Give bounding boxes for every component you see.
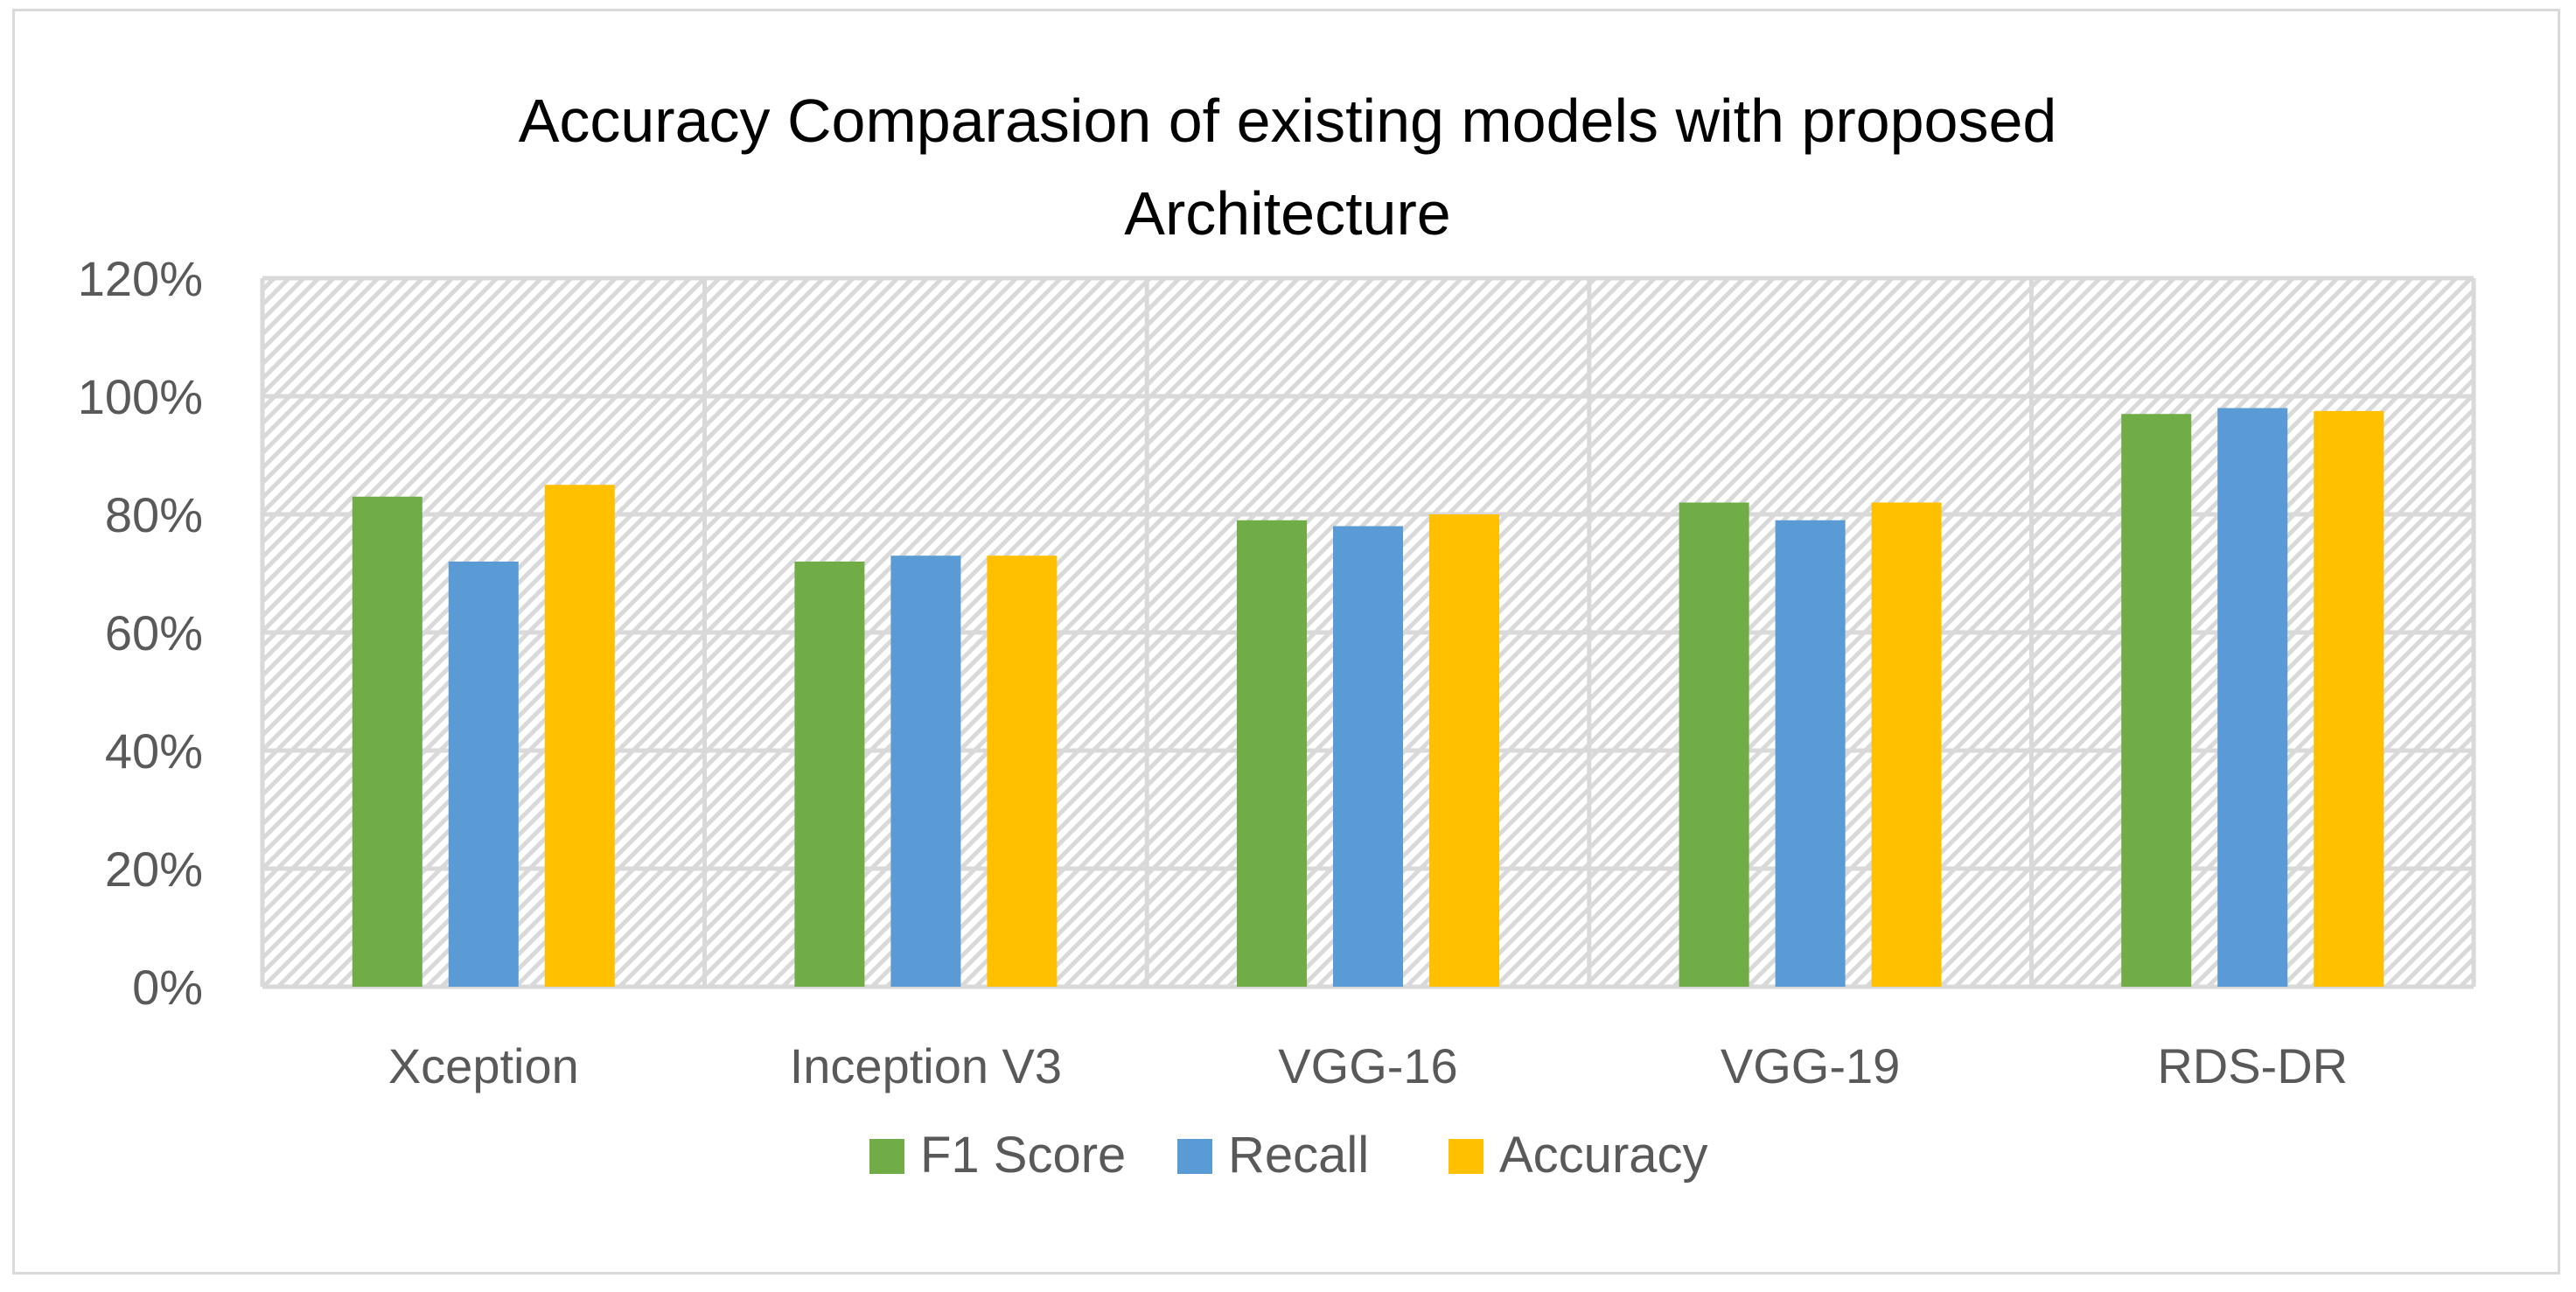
bar-f1-score-vgg-16 — [1237, 520, 1307, 987]
bar-f1-score-rds-dr — [2121, 414, 2192, 987]
y-axis-tick-labels: 0% 20% 40% 60% 80% 100% 120% — [78, 251, 203, 1015]
legend-swatch — [1449, 1139, 1483, 1174]
bar-accuracy-vgg-16 — [1429, 514, 1499, 987]
bars — [352, 408, 2384, 987]
x-tick-label: Inception V3 — [790, 1038, 1062, 1093]
chart-title-line-1: Accuracy Comparasion of existing models … — [519, 87, 2057, 155]
bar-recall-vgg-16 — [1333, 526, 1403, 987]
y-tick-label: 100% — [78, 369, 203, 424]
y-tick-label: 0% — [132, 960, 203, 1015]
bar-recall-inception-v3 — [890, 555, 961, 987]
y-tick-label: 120% — [78, 251, 203, 306]
bar-accuracy-inception-v3 — [987, 555, 1058, 987]
legend-label: Accuracy — [1499, 1127, 1708, 1184]
chart-title-line-2: Architecture — [1124, 179, 1450, 248]
x-tick-label: RDS-DR — [2157, 1038, 2348, 1093]
x-tick-label: Xception — [388, 1038, 579, 1093]
bar-f1-score-inception-v3 — [794, 562, 865, 987]
bar-recall-rds-dr — [2217, 408, 2288, 987]
x-axis-tick-labels: Xception Inception V3 VGG-16 VGG-19 RDS-DR — [388, 1038, 2348, 1093]
x-tick-label: VGG-19 — [1721, 1038, 1900, 1093]
legend: F1 Score Recall Accuracy — [869, 1127, 1708, 1184]
legend-swatch — [869, 1139, 904, 1174]
legend-label: Recall — [1228, 1127, 1369, 1184]
bar-recall-xception — [448, 562, 519, 987]
bar-accuracy-vgg-19 — [1871, 502, 1942, 987]
y-tick-label: 40% — [105, 723, 203, 779]
bar-f1-score-xception — [352, 496, 422, 987]
bar-recall-vgg-19 — [1775, 520, 1846, 987]
y-tick-label: 80% — [105, 487, 203, 542]
y-tick-label: 20% — [105, 842, 203, 897]
y-tick-label: 60% — [105, 605, 203, 660]
legend-label: F1 Score — [920, 1127, 1126, 1184]
bar-accuracy-rds-dr — [2314, 410, 2384, 987]
x-tick-label: VGG-16 — [1278, 1038, 1457, 1093]
legend-swatch — [1177, 1139, 1212, 1174]
bar-f1-score-vgg-19 — [1679, 502, 1749, 987]
bar-accuracy-xception — [544, 485, 615, 987]
